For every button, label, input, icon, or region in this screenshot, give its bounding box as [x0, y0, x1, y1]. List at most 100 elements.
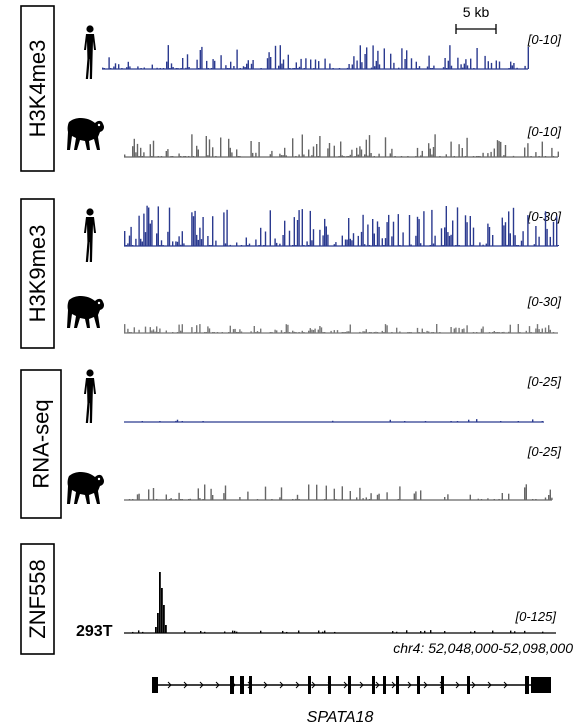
signal-bar [253, 326, 255, 333]
strand-arrow [391, 681, 396, 689]
signal-bar [178, 492, 180, 500]
signal-bar [232, 630, 234, 633]
signal-bar [303, 154, 305, 157]
signal-bar [212, 59, 214, 69]
signal-bar [228, 332, 230, 333]
signal-bar [346, 239, 348, 246]
strand-arrow [375, 681, 380, 689]
signal-bar [256, 331, 259, 333]
signal-bar [429, 148, 431, 157]
peak-bar [163, 605, 165, 633]
signal-bar [212, 495, 214, 500]
signal-bar [143, 213, 145, 246]
signal-bar [348, 218, 350, 246]
signal-bar [258, 142, 260, 157]
signal-bar [233, 66, 235, 69]
signal-bar [352, 233, 355, 246]
signal-bar [450, 141, 452, 157]
signal-bar [498, 61, 501, 69]
signal-bar [223, 212, 225, 246]
signal-bar [225, 65, 227, 69]
signal-bar [180, 244, 182, 246]
signal-bar [205, 136, 207, 157]
signal-bar [384, 137, 387, 157]
signal-bar [356, 497, 358, 500]
signal-bar [210, 68, 213, 69]
signal-bar [527, 46, 529, 69]
signal-bar [376, 221, 379, 246]
signal-bar [250, 331, 252, 333]
signal-bar [392, 631, 394, 633]
strand-arrow [407, 681, 412, 689]
signal-bar [381, 238, 383, 246]
signal-bar [364, 331, 366, 333]
signal-bar [349, 154, 351, 157]
signal-bar [367, 155, 369, 157]
signal-bar [466, 222, 468, 246]
signal-bar [127, 243, 129, 246]
signal-bar [285, 324, 287, 333]
signal-bar [399, 331, 401, 333]
signal-bar [450, 421, 452, 422]
signal-bar [143, 67, 145, 69]
signal-bar [282, 235, 284, 246]
signal-bar [361, 62, 363, 69]
strand-arrow [247, 681, 252, 689]
signal-bar [424, 630, 426, 633]
locus-label: chr4: 52,048,000-52,098,000 [393, 640, 573, 656]
strand-arrow [183, 681, 188, 689]
signal-bar [210, 245, 212, 246]
signal-bar [399, 245, 401, 246]
exon [230, 676, 234, 694]
signal-bar [386, 325, 388, 333]
signal-bar [237, 332, 239, 333]
signal-bar [127, 328, 129, 333]
signal-bar [487, 498, 489, 500]
signal-bar [357, 154, 359, 157]
signal-bar [309, 328, 311, 333]
signal-bar [180, 499, 182, 500]
signal-bar [542, 631, 544, 633]
signal-bar [520, 240, 523, 246]
signal-bar [159, 421, 161, 422]
signal-bar [490, 151, 492, 157]
signal-bar [293, 331, 295, 333]
signal-bar [280, 330, 283, 333]
signal-bar [132, 631, 134, 633]
strand-arrow [359, 681, 364, 689]
signal-bar [344, 332, 347, 333]
signal-bar [230, 61, 232, 69]
signal-bar [287, 324, 289, 333]
signal-bar [468, 419, 470, 422]
signal-bar [332, 68, 334, 69]
signal-bar [508, 331, 510, 333]
signal-bar [204, 631, 206, 633]
signal-bar [311, 329, 313, 333]
signal-bar [305, 58, 307, 69]
signal-bar [162, 68, 165, 69]
signal-bar [196, 145, 198, 157]
signal-bar [149, 327, 151, 333]
exon [396, 676, 399, 694]
signal-bar [360, 231, 363, 246]
signal-bar [357, 235, 359, 246]
signal-bar [194, 332, 196, 333]
strand-arrow [215, 681, 220, 689]
signal-bar [410, 244, 412, 246]
signal-bar [487, 61, 489, 69]
signal-bar [248, 243, 251, 246]
signal-bar [183, 156, 185, 157]
signal-bar [472, 156, 475, 157]
signal-bar [151, 220, 153, 246]
signal-bar [432, 243, 435, 246]
signal-bar [172, 67, 174, 69]
signal-bar [311, 240, 313, 246]
exon [525, 676, 529, 694]
signal-bar [176, 241, 179, 246]
signal-bar [528, 326, 531, 333]
signal-bar [512, 155, 515, 157]
signal-bar [228, 68, 230, 69]
signal-bar [450, 234, 452, 246]
signal-bar [229, 147, 231, 157]
signal-bar [364, 154, 366, 157]
